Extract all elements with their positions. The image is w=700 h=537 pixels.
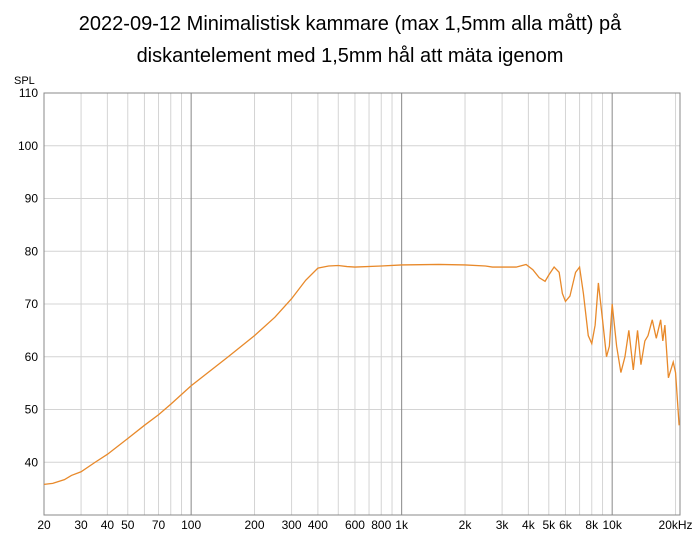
y-tick-label: 70 — [25, 297, 39, 311]
x-tick-label: 800 — [371, 518, 391, 532]
x-tick-label: 70 — [152, 518, 166, 532]
x-tick-label: 3k — [496, 518, 510, 532]
data-line — [43, 263, 680, 486]
x-tick-label: 8k — [585, 518, 599, 532]
x-tick-label: 600 — [345, 518, 365, 532]
y-tick-label: 90 — [25, 192, 39, 206]
x-tick-label: 100 — [181, 518, 201, 532]
x-tick-label: 400 — [308, 518, 328, 532]
x-tick-label: 300 — [282, 518, 302, 532]
y-tick-label: 60 — [25, 350, 39, 364]
y-tick-label: 80 — [25, 244, 39, 258]
y-tick-label: 50 — [25, 403, 39, 417]
y-tick-label: 40 — [25, 455, 39, 469]
x-tick-label: 2k — [459, 518, 473, 532]
x-tick-label: 10k — [602, 518, 622, 532]
x-tick-label: 6k — [559, 518, 573, 532]
x-tick-label: 30 — [74, 518, 88, 532]
y-tick-label: 100 — [18, 139, 38, 153]
y-tick-label: 110 — [19, 86, 38, 100]
x-tick-label: 5k — [542, 518, 556, 532]
chart-title: diskantelement med 1,5mm hål att mäta ig… — [137, 45, 564, 67]
x-tick-label: 50 — [121, 518, 135, 532]
plot-frame — [43, 92, 681, 516]
x-tick-label: 20 — [37, 518, 51, 532]
x-tick-label: 200 — [244, 518, 264, 532]
y-axis-label: SPL — [14, 75, 35, 87]
x-tick-label: 1k — [395, 518, 409, 532]
x-tick-label: 20kHz — [659, 518, 693, 532]
x-tick-label: 40 — [101, 518, 115, 532]
x-tick-label: 4k — [522, 518, 536, 532]
chart-title: 2022-09-12 Minimalistisk kammare (max 1,… — [79, 13, 622, 35]
